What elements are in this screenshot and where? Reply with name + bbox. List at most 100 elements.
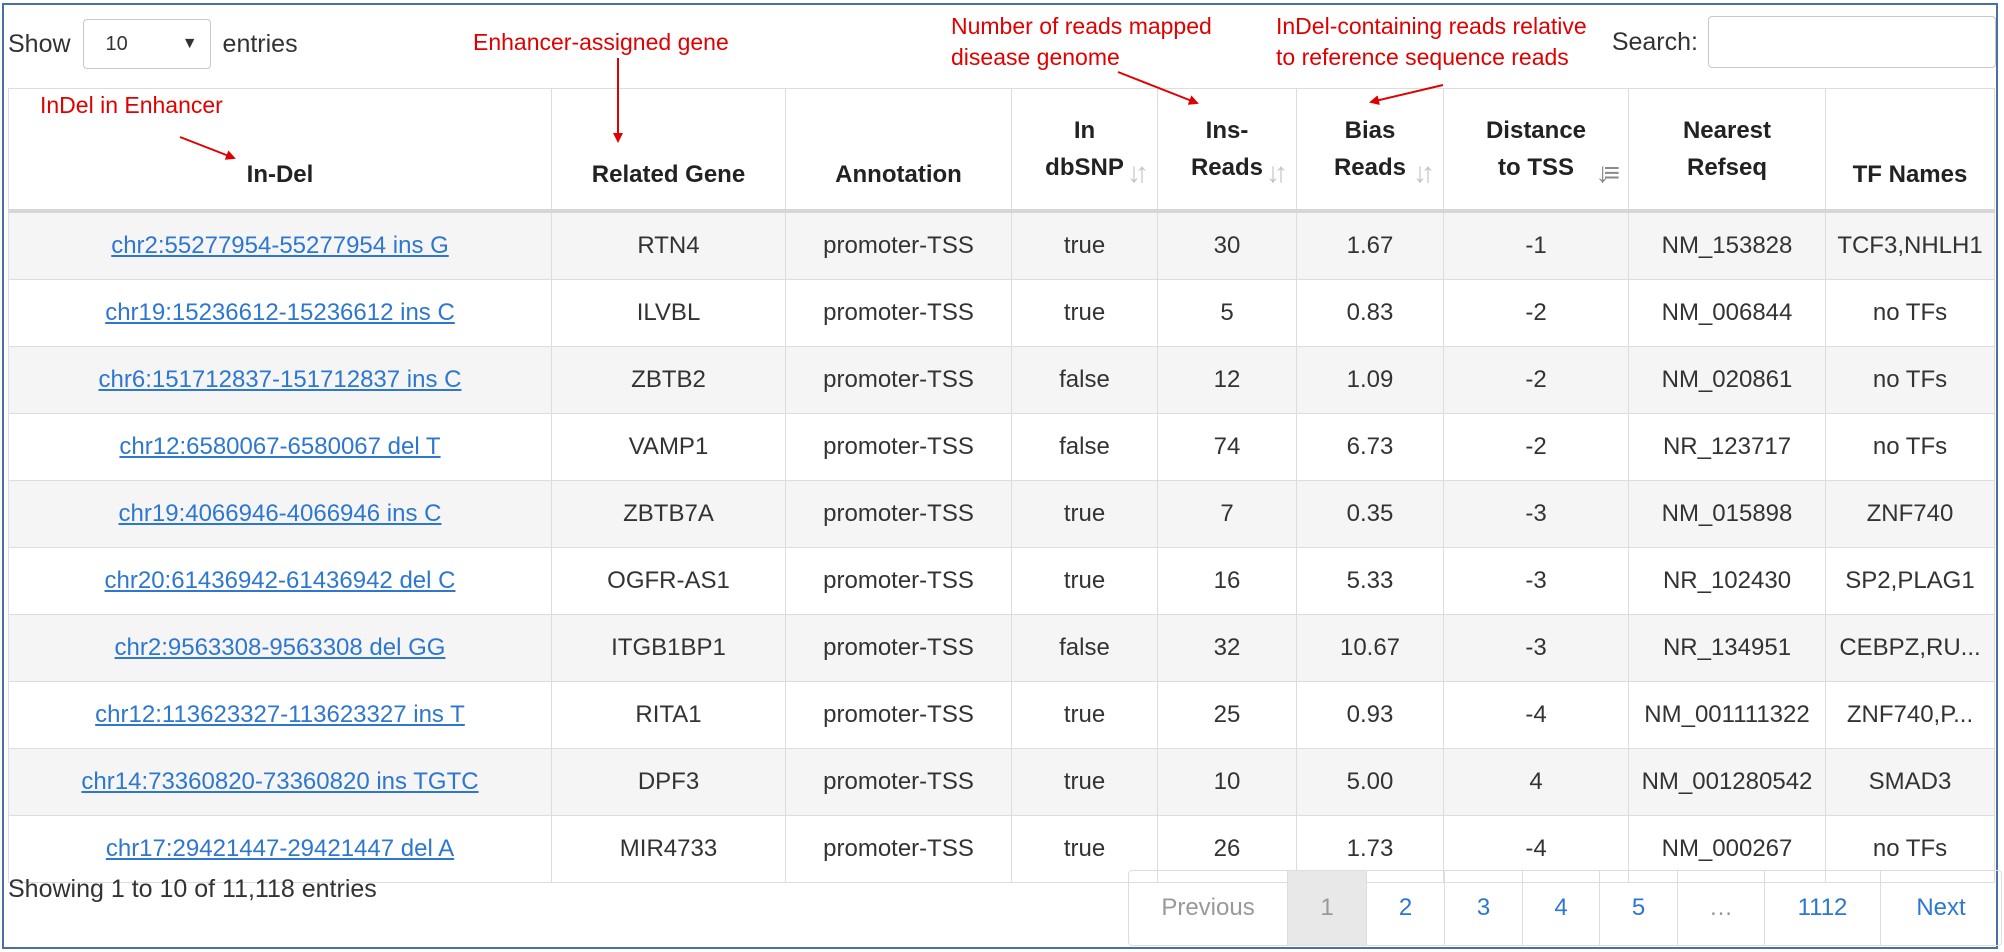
indel-link[interactable]: chr6:151712837-151712837 ins C — [98, 366, 462, 393]
cell-in-dbsnp: true — [1011, 279, 1158, 347]
column-header-label: Nearest — [1682, 117, 1772, 144]
cell-in-del: chr17:29421447-29421447 del A — [8, 815, 552, 883]
cell-tf-names: ZNF740 — [1825, 480, 1995, 548]
table-row: chr17:29421447-29421447 del A MIR4733 prom… — [8, 815, 1995, 883]
entries-select-value: 10 — [105, 33, 128, 55]
indel-link[interactable]: chr19:4066946-4066946 ins C — [118, 500, 442, 527]
cell-in-dbsnp: true — [1011, 547, 1158, 615]
cell-in-del: chr12:113623327-113623327 ins T — [8, 681, 552, 749]
table-body: chr2:55277954-55277954 ins G RTN4 promoter… — [8, 210, 1995, 883]
cell-bias-reads: 5.33 — [1296, 547, 1444, 615]
cell-ins-reads: 25 — [1157, 681, 1297, 749]
page-button-3[interactable]: 3 — [1444, 871, 1522, 945]
cell-distance-to-tss: -3 — [1443, 480, 1629, 548]
cell-in-del: chr2:9563308-9563308 del GG — [8, 614, 552, 682]
next-button[interactable]: Next — [1880, 871, 2001, 945]
cell-annotation: promoter-TSS — [785, 279, 1012, 347]
cell-annotation: promoter-TSS — [785, 210, 1012, 280]
column-header-label: Reads — [1190, 154, 1264, 181]
cell-tf-names: no TFs — [1825, 815, 1995, 883]
cell-related-gene: DPF3 — [551, 748, 786, 816]
indel-link[interactable]: chr12:6580067-6580067 del T — [119, 433, 441, 460]
column-header-nearest-refseq[interactable]: Nearest Refseq — [1628, 88, 1826, 213]
cell-ins-reads: 26 — [1157, 815, 1297, 883]
column-header-in-dbsnp[interactable]: In dbSNP ↓↑ — [1011, 88, 1158, 213]
cell-annotation: promoter-TSS — [785, 413, 1012, 481]
cell-related-gene: ILVBL — [551, 279, 786, 347]
length-control: Show 10 ▼ entries — [8, 18, 298, 70]
cell-distance-to-tss: -1 — [1443, 210, 1629, 280]
cell-bias-reads: 1.67 — [1296, 210, 1444, 280]
page-button-last[interactable]: 1112 — [1764, 871, 1880, 945]
indel-link[interactable]: chr17:29421447-29421447 del A — [105, 835, 455, 862]
cell-annotation: promoter-TSS — [785, 681, 1012, 749]
chevron-down-icon: ▼ — [181, 35, 198, 52]
cell-related-gene: ZBTB2 — [551, 346, 786, 414]
column-header-label: Annotation — [835, 161, 962, 188]
cell-in-dbsnp: false — [1011, 614, 1158, 682]
cell-in-dbsnp: false — [1011, 413, 1158, 481]
cell-tf-names: no TFs — [1825, 413, 1995, 481]
cell-nearest-refseq: NM_006844 — [1628, 279, 1826, 347]
sort-icon[interactable]: ↓↑ — [1413, 157, 1435, 188]
cell-ins-reads: 74 — [1157, 413, 1297, 481]
column-header-label: Reads — [1333, 154, 1407, 181]
cell-in-del: chr12:6580067-6580067 del T — [8, 413, 552, 481]
table-row: chr12:6580067-6580067 del T VAMP1 promoter… — [8, 413, 1995, 481]
column-header-label: Refseq — [1686, 154, 1768, 181]
column-header-label: In-Del — [246, 161, 314, 188]
cell-nearest-refseq: NM_000267 — [1628, 815, 1826, 883]
cell-tf-names: ZNF740,P... — [1825, 681, 1995, 749]
cell-in-dbsnp: true — [1011, 210, 1158, 280]
cell-nearest-refseq: NR_123717 — [1628, 413, 1826, 481]
column-header-label: Ins- — [1205, 117, 1249, 144]
annotation-bias-line2: to reference sequence reads — [1276, 44, 1569, 70]
previous-button[interactable]: Previous — [1161, 894, 1255, 921]
cell-ins-reads: 30 — [1157, 210, 1297, 280]
indel-link[interactable]: chr12:113623327-113623327 ins T — [95, 701, 465, 728]
indel-link[interactable]: chr2:55277954-55277954 ins G — [111, 232, 449, 259]
indel-link[interactable]: chr19:15236612-15236612 ins C — [105, 299, 455, 326]
cell-tf-names: TCF3,NHLH1 — [1825, 210, 1995, 280]
cell-in-del: chr19:15236612-15236612 ins C — [8, 279, 552, 347]
show-label: Show — [8, 29, 71, 58]
column-header-bias-reads[interactable]: Bias Reads ↓↑ — [1296, 88, 1444, 213]
page-button-1[interactable]: 1 — [1287, 871, 1366, 945]
column-header-distance-to-tss[interactable]: Distance to TSS ↓≡ — [1443, 88, 1629, 213]
entries-select[interactable]: 10 ▼ — [82, 19, 211, 69]
indel-link[interactable]: chr14:73360820-73360820 ins TGTC — [81, 768, 479, 795]
cell-ins-reads: 32 — [1157, 614, 1297, 682]
page-button-2[interactable]: 2 — [1366, 871, 1444, 945]
annotation-bias-line1: InDel-containing reads relative — [1276, 13, 1587, 39]
column-header-label: dbSNP — [1045, 154, 1124, 181]
table-row: chr19:4066946-4066946 ins C ZBTB7A promote… — [8, 480, 1995, 548]
indel-link[interactable]: chr20:61436942-61436942 del C — [104, 567, 456, 594]
cell-nearest-refseq: NR_102430 — [1628, 547, 1826, 615]
sort-desc-icon[interactable]: ↓≡ — [1595, 157, 1620, 188]
search-input[interactable] — [1708, 16, 1996, 68]
column-header-related-gene[interactable]: Related Gene — [551, 88, 786, 213]
cell-ins-reads: 5 — [1157, 279, 1297, 347]
cell-distance-to-tss: -4 — [1443, 815, 1629, 883]
results-table: In-Del Related Gene Annotation In dbSNP ↓↑ Ins… — [8, 88, 1995, 883]
column-header-tf-names[interactable]: TF Names — [1825, 88, 1995, 213]
cell-bias-reads: 5.00 — [1296, 748, 1444, 816]
cell-annotation: promoter-TSS — [785, 346, 1012, 414]
indel-link[interactable]: chr2:9563308-9563308 del GG — [114, 634, 446, 661]
table-info: Showing 1 to 10 of 11,118 entries — [8, 875, 377, 903]
cell-related-gene: MIR4733 — [551, 815, 786, 883]
page-button-5[interactable]: 5 — [1599, 871, 1677, 945]
cell-nearest-refseq: NM_001280542 — [1628, 748, 1826, 816]
cell-distance-to-tss: -2 — [1443, 346, 1629, 414]
cell-in-del: chr14:73360820-73360820 ins TGTC — [8, 748, 552, 816]
table-row: chr2:55277954-55277954 ins G RTN4 promoter… — [8, 210, 1995, 280]
cell-bias-reads: 1.09 — [1296, 346, 1444, 414]
search-label: Search: — [1611, 27, 1698, 56]
page-button-4[interactable]: 4 — [1522, 871, 1599, 945]
column-header-ins-reads[interactable]: Ins- Reads ↓↑ — [1157, 88, 1297, 213]
sort-icon[interactable]: ↓↑ — [1266, 157, 1288, 188]
column-header-annotation[interactable]: Annotation — [785, 88, 1012, 213]
cell-ins-reads: 16 — [1157, 547, 1297, 615]
sort-icon[interactable]: ↓↑ — [1127, 157, 1149, 188]
column-header-in-del[interactable]: In-Del — [8, 88, 552, 213]
